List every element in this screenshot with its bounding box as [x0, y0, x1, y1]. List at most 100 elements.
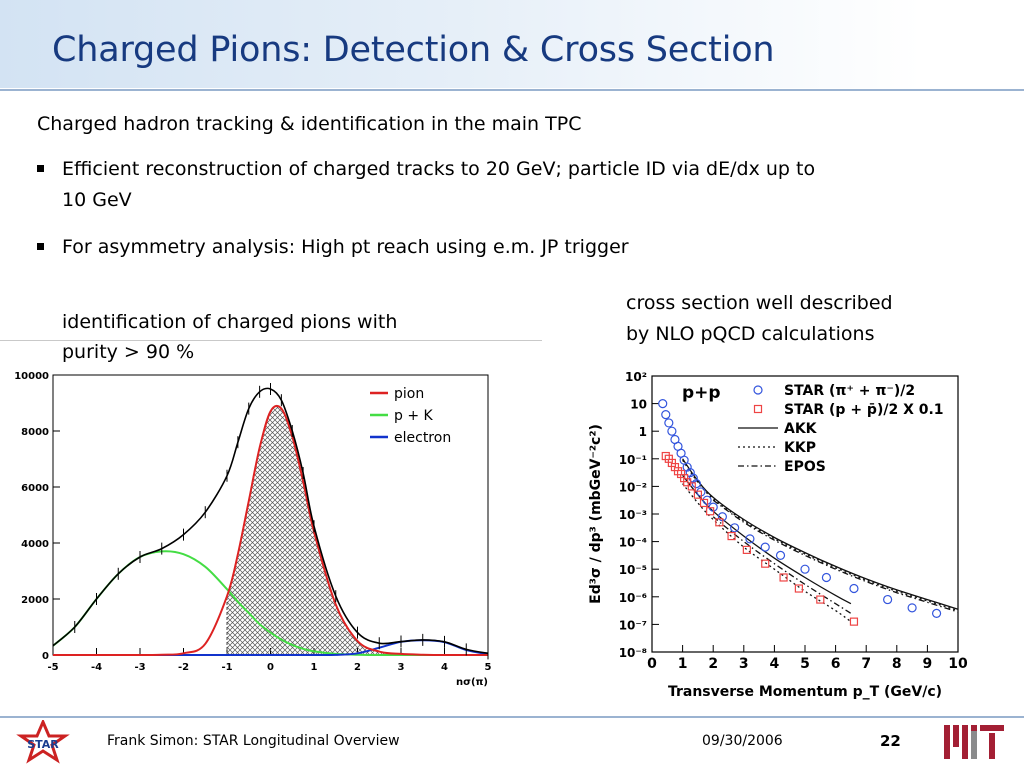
x-tick-label: 5 — [800, 656, 810, 672]
footer-author: Frank Simon: STAR Longitudinal Overview — [107, 733, 400, 749]
slide-title: Charged Pions: Detection & Cross Section — [52, 30, 775, 70]
series-pion-line — [53, 404, 488, 656]
x-tick-label: 5 — [485, 662, 492, 673]
x-tick-label: -1 — [221, 662, 232, 673]
series-kkp-line — [682, 459, 959, 612]
y-tick-label: 8000 — [21, 427, 49, 438]
series-akk-line — [682, 458, 959, 610]
x-tick-label: 4 — [441, 662, 448, 673]
x-tick-label: -5 — [47, 662, 58, 673]
x-tick-label: 6 — [831, 656, 841, 672]
pion-data-point — [849, 583, 859, 594]
title-divider — [0, 89, 1024, 91]
legend-square-icon — [753, 404, 763, 414]
legend-label: p + K — [394, 408, 434, 424]
pid-chart: -5 -4 -3 -2 -1 0 1 2 3 4 5 0 2000 4000 6000 8000 10000 nσ… — [14, 371, 492, 688]
y-tick-label: 10⁻² — [619, 480, 647, 494]
y-tick-label: 10⁻¹ — [619, 453, 647, 467]
caption-left: identification of charged pions with pur… — [62, 307, 482, 367]
plot-frame — [651, 375, 959, 653]
proton-data-point — [849, 617, 859, 626]
proton-data-point — [727, 531, 736, 541]
x-tick-label: 9 — [923, 656, 933, 672]
bullet-item-2: For asymmetry analysis: High pt reach us… — [37, 232, 977, 263]
legend-label: KKP — [784, 440, 816, 456]
cross-section-chart: 0 1 2 3 4 5 6 7 8 9 10 10² 10 1 10⁻¹ 10⁻² 10⁻³ 10⁻⁴ 10⁻⁵ 10… — [580, 362, 980, 714]
legend-label: AKK — [784, 421, 818, 437]
x-tick-label: -4 — [91, 662, 102, 673]
chart-title: p+p — [682, 383, 721, 403]
proton-data-point — [742, 545, 751, 554]
mit-logo-icon — [944, 725, 1004, 759]
bullet-text: For asymmetry analysis: High pt reach us… — [62, 236, 629, 258]
y-tick-label: 10⁻³ — [619, 508, 647, 522]
series-akk-p--line — [682, 474, 852, 605]
x-tick-label: 2 — [354, 662, 361, 673]
series-epos-line — [712, 499, 959, 613]
legend-label: pion — [394, 386, 424, 402]
y-tick-label: 1 — [639, 425, 647, 439]
pion-data-point — [685, 467, 695, 478]
caption-divider — [0, 340, 542, 341]
pion-data-point — [760, 542, 770, 552]
pion-data-point — [682, 462, 692, 472]
bullet-square-icon — [37, 243, 44, 250]
y-tick-label: 10 — [630, 398, 647, 412]
pion-data-point — [688, 473, 698, 483]
proton-data-point — [816, 595, 825, 604]
footer-divider — [0, 716, 1024, 718]
proton-data-point — [794, 584, 803, 593]
y-tick-label: 10000 — [14, 371, 49, 382]
y-tick-label: 0 — [42, 651, 49, 662]
legend-label: electron — [394, 430, 451, 446]
intro-text: Charged hadron tracking & identification… — [37, 113, 582, 135]
y-tick-label: 10⁻⁴ — [619, 536, 647, 550]
bullet-text: 10 GeV — [62, 189, 132, 211]
pion-shaded-area — [227, 405, 488, 655]
pion-data-point — [907, 603, 917, 613]
x-axis-label: nσ(π) — [456, 677, 488, 688]
proton-data-point — [761, 559, 770, 568]
pion-data-point — [745, 534, 755, 544]
x-tick-label: 0 — [267, 662, 274, 673]
x-tick-label: 8 — [892, 656, 902, 672]
caption-line: purity > 90 % — [62, 341, 195, 363]
x-tick-label: 3 — [398, 662, 405, 673]
pion-data-point — [931, 608, 942, 618]
y-tick-label: 10⁻⁷ — [619, 618, 647, 632]
caption-line: by NLO pQCD calculations — [626, 323, 875, 345]
pion-data-point — [664, 418, 674, 428]
pion-data-point — [658, 398, 668, 409]
pion-data-point — [730, 523, 740, 533]
x-tick-label: 3 — [739, 656, 749, 672]
proton-data-point — [699, 498, 709, 508]
y-tick-label: 6000 — [21, 483, 49, 494]
title-bar — [0, 0, 1024, 88]
series-kkp-p--line — [682, 483, 852, 623]
proton-data-point — [715, 518, 724, 527]
star-logo-icon: STAR — [16, 720, 70, 764]
pion-data-point — [800, 564, 810, 574]
y-tick-label: 2000 — [21, 595, 49, 606]
y-axis-label: Ed³σ / dp³ (mbGeV⁻²c²) — [588, 424, 604, 604]
x-tick-label: 2 — [708, 656, 718, 672]
y-tick-label: 10⁻⁸ — [619, 646, 647, 660]
x-tick-label: 1 — [311, 662, 318, 673]
proton-data-point — [706, 507, 715, 516]
y-tick-label: 10⁻⁶ — [619, 591, 647, 605]
y-tick-label: 4000 — [21, 539, 49, 550]
x-tick-label: -2 — [178, 662, 189, 673]
pion-data-point — [691, 479, 701, 489]
bullet-item-1: Efficient reconstruction of charged trac… — [37, 154, 977, 216]
proton-data-point — [687, 482, 696, 491]
pion-data-point — [661, 410, 671, 420]
proton-data-point — [779, 573, 788, 582]
legend-circle-icon — [753, 385, 763, 395]
caption-right: cross section well described by NLO pQCD… — [626, 288, 966, 350]
x-axis-label: Transverse Momentum p_T (GeV/c) — [668, 684, 942, 700]
y-tick-label: 10⁻⁵ — [619, 563, 647, 577]
pion-data-point — [883, 594, 893, 605]
x-tick-label: -3 — [134, 662, 145, 673]
y-tick-label: 10² — [625, 370, 647, 384]
legend-label: EPOS — [784, 459, 826, 475]
